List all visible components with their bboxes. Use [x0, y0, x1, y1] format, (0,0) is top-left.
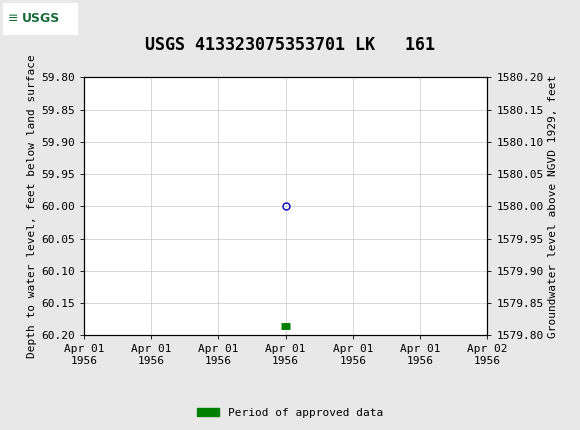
Legend: Period of approved data: Period of approved data [193, 403, 387, 422]
Y-axis label: Depth to water level, feet below land surface: Depth to water level, feet below land su… [27, 55, 37, 358]
Text: USGS 413323075353701 LK   161: USGS 413323075353701 LK 161 [145, 36, 435, 54]
Bar [3, 3, 78, 35]
Text: ≡: ≡ [8, 12, 19, 25]
Y-axis label: Groundwater level above NGVD 1929, feet: Groundwater level above NGVD 1929, feet [548, 75, 557, 338]
Text: USGS: USGS [21, 12, 60, 25]
